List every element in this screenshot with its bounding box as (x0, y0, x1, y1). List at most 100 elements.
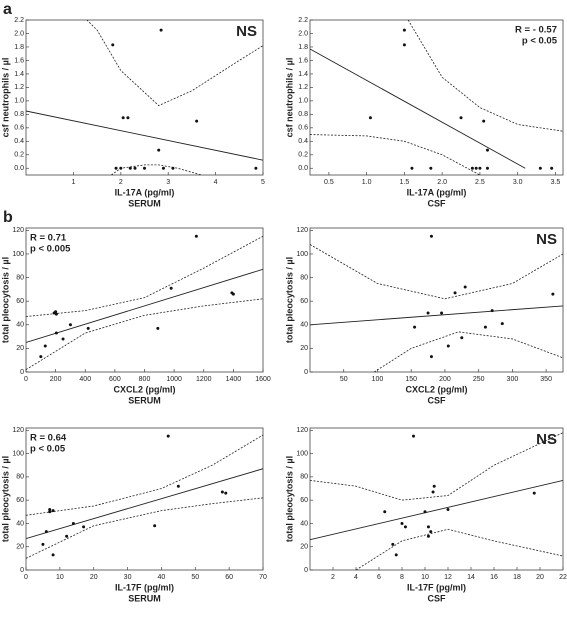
x-axis-label: SERUM (128, 198, 161, 208)
x-tick-label: 2 (331, 574, 335, 581)
x-tick-label: 50 (340, 376, 348, 383)
y-axis-label: total pleocytosis / µl (0, 257, 10, 343)
y-tick-label: 2.0 (14, 30, 24, 37)
y-tick-label: 40 (16, 322, 24, 329)
confidence-band-upper (310, 244, 563, 300)
annotation: R = - 0.57 (515, 25, 557, 36)
x-axis-label: SERUM (128, 395, 161, 405)
point (48, 510, 52, 514)
y-tick-label: 0.8 (14, 111, 24, 118)
point (171, 166, 175, 170)
point (54, 331, 58, 335)
x-tick-label: 2.5 (475, 179, 485, 186)
point (65, 534, 69, 538)
x-axis-label: IL-17F (pg/ml) (407, 582, 466, 592)
point (474, 166, 478, 170)
plot-frame (309, 227, 564, 373)
point (54, 310, 58, 314)
point (394, 553, 398, 557)
point (54, 312, 58, 316)
point (166, 434, 170, 438)
point (412, 434, 415, 438)
annotation: R = 0.64 (30, 433, 67, 444)
y-tick-label: 0 (20, 567, 24, 574)
point (485, 148, 489, 152)
x-tick-label: 50 (191, 574, 199, 581)
point (426, 525, 430, 529)
x-axis-label: CSF (428, 395, 447, 405)
point (550, 166, 554, 170)
point (423, 510, 427, 514)
point (254, 166, 258, 170)
regression-line (310, 48, 526, 169)
confidence-band-upper (86, 20, 263, 107)
plot-frame (309, 427, 564, 571)
x-tick-label: 350 (540, 376, 552, 383)
point (157, 148, 161, 152)
x-tick-label: 1000 (166, 376, 182, 383)
y-tick-label: 0.6 (298, 125, 308, 132)
point (431, 490, 435, 494)
point (231, 292, 235, 296)
y-tick-label: 20 (300, 544, 308, 551)
point (460, 336, 464, 340)
x-tick-label: 10 (421, 574, 429, 581)
y-tick-label: 120 (12, 227, 24, 234)
point (128, 166, 132, 170)
x-tick-label: 0 (24, 574, 28, 581)
confidence-band-lower (26, 497, 263, 559)
annotation: NS (236, 23, 257, 40)
point (400, 521, 404, 525)
point (446, 507, 450, 511)
y-tick-label: 20 (16, 345, 24, 352)
x-tick-label: 1200 (196, 376, 212, 383)
point (402, 28, 406, 32)
y-tick-label: 100 (12, 251, 24, 258)
y-tick-label: 1.6 (298, 57, 308, 64)
x-tick-label: 2 (119, 179, 123, 186)
point (48, 507, 52, 511)
x-tick-label: 200 (439, 376, 451, 383)
y-tick-label: 2.2 (298, 17, 308, 24)
point (538, 166, 542, 170)
y-tick-label: 20 (16, 544, 24, 551)
x-tick-label: 40 (158, 574, 166, 581)
point (551, 292, 555, 296)
y-tick-label: 80 (300, 474, 308, 481)
x-tick-label: 100 (372, 376, 384, 383)
panel-label: b (3, 209, 13, 226)
x-tick-label: 4 (214, 179, 218, 186)
point (169, 286, 173, 290)
y-axis-label: csf neutrophils / µl (284, 58, 294, 138)
point (485, 166, 489, 170)
x-tick-label: 10 (56, 574, 64, 581)
point (391, 542, 395, 546)
x-axis-label: CXCL2 (pg/ml) (406, 384, 468, 394)
point (41, 542, 45, 546)
point (133, 166, 137, 170)
point (71, 521, 75, 525)
y-tick-label: 1.0 (298, 98, 308, 105)
regression-line (310, 305, 563, 326)
confidence-band-lower (373, 331, 563, 372)
confidence-band-upper (26, 434, 263, 516)
point (410, 166, 414, 170)
x-tick-label: 18 (513, 574, 521, 581)
annotation: p < 0.005 (30, 244, 71, 255)
regression-line (26, 110, 263, 161)
x-tick-label: 200 (50, 376, 62, 383)
y-tick-label: 80 (16, 474, 24, 481)
point (68, 323, 72, 327)
x-tick-label: 60 (225, 574, 233, 581)
point (143, 166, 146, 170)
point (429, 530, 433, 534)
x-axis-label: IL-17A (pg/ml) (407, 187, 467, 197)
point (44, 530, 48, 534)
point (478, 166, 482, 170)
x-axis-label: CSF (428, 593, 447, 603)
annotation: p < 0.05 (30, 444, 66, 455)
x-tick-label: 22 (559, 574, 567, 581)
point (51, 509, 55, 513)
x-tick-label: 20 (536, 574, 544, 581)
